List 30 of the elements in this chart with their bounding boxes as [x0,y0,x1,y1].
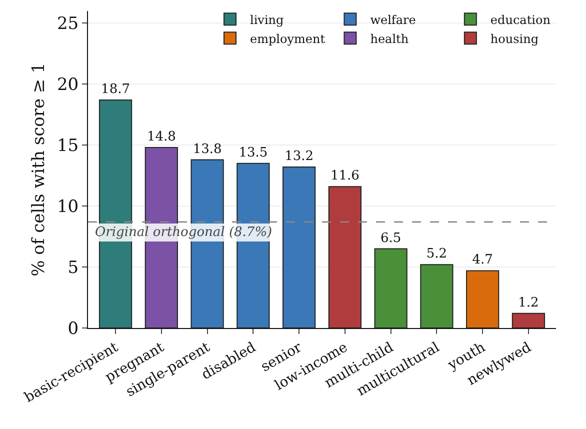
data-label: 6.5 [380,230,402,246]
data-label: 11.6 [330,168,360,184]
bar [282,166,316,328]
y-tick-label: 10 [56,197,79,218]
data-label: 13.8 [192,142,222,157]
bar [466,270,500,328]
bar [328,186,362,328]
data-label: 5.2 [426,246,448,262]
y-tick-label: 25 [56,14,79,34]
data-label: 14.8 [146,130,176,145]
data-label: 1.2 [518,295,539,310]
y-tick-label: 0 [68,318,79,339]
data-label: 4.7 [472,252,493,268]
legend-label: housing [490,32,539,46]
legend-label: employment [250,32,326,46]
bar [512,312,546,328]
y-tick-label: 15 [56,136,79,156]
data-label: 13.2 [284,149,314,164]
bar [374,248,408,328]
y-tick-label: 5 [68,258,79,278]
data-label: 13.5 [238,145,268,160]
bar [420,264,454,328]
ref-line-label: Original orthogonal (8.7%) [95,225,272,240]
data-label: 18.7 [101,82,130,97]
y-tick-label: 20 [56,75,79,96]
legend-label: welfare [370,12,416,27]
legend-label: living [250,12,284,27]
legend-label: health [370,32,409,46]
legend-label: education [490,12,551,27]
y-axis-title: % of cells with score ≥ 1 [29,62,49,276]
